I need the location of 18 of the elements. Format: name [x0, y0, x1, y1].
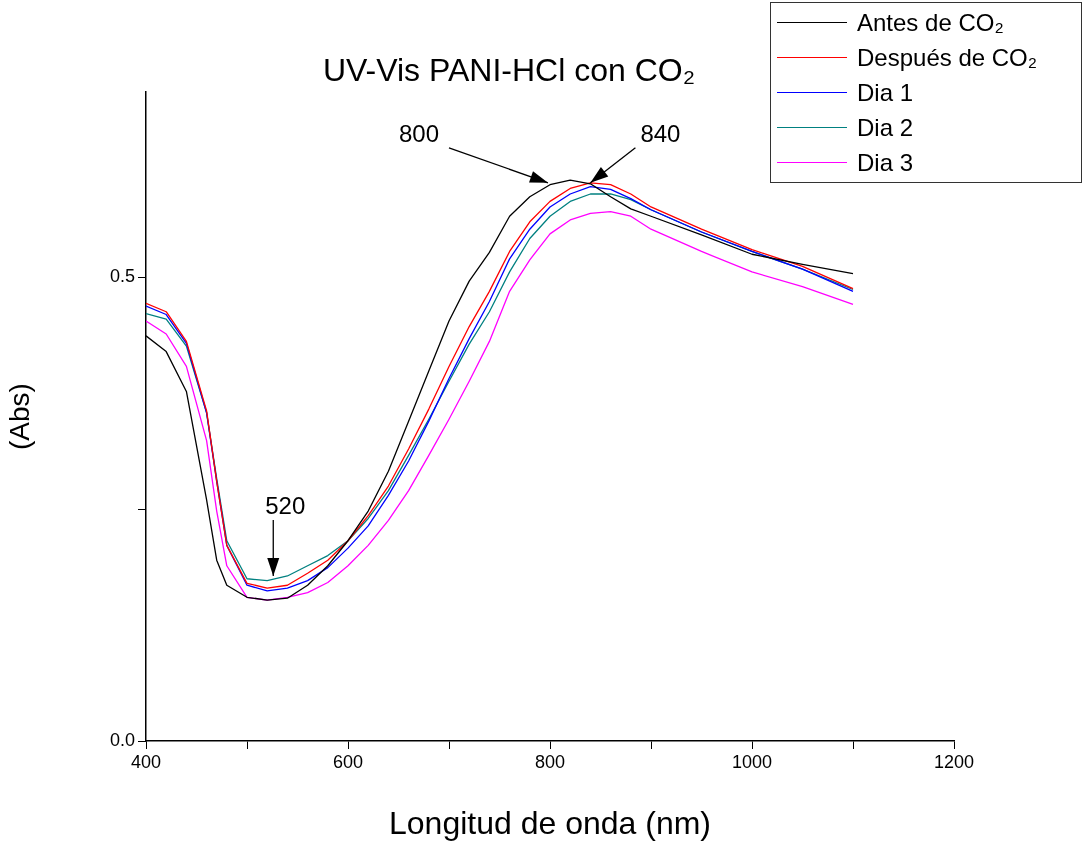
y-tick-label: 0.5	[109, 266, 135, 287]
legend-label: Antes de CO₂	[857, 8, 1004, 37]
chart-title: UV-Vis PANI-HCl con CO₂	[322, 52, 696, 88]
legend-label: Dia 3	[857, 148, 914, 177]
legend-label: Dia 2	[857, 113, 914, 142]
legend-label: Dia 1	[857, 78, 914, 107]
x-tick-label: 800	[534, 751, 566, 772]
x-tick-label: 1000	[731, 751, 773, 772]
x-tick-label: 600	[332, 751, 364, 772]
y-tick-label: 0.0	[109, 729, 135, 750]
x-axis-title: Longitud de onda (nm)	[389, 804, 711, 841]
y-axis-title: (Abs)	[3, 383, 35, 450]
annotation: 800	[398, 119, 439, 147]
x-tick-label: 400	[130, 751, 162, 772]
annotation: 520	[265, 491, 306, 519]
x-tick-label: 1200	[933, 751, 975, 772]
annotation: 840	[640, 119, 681, 147]
legend-label: Después de CO₂	[857, 43, 1038, 72]
